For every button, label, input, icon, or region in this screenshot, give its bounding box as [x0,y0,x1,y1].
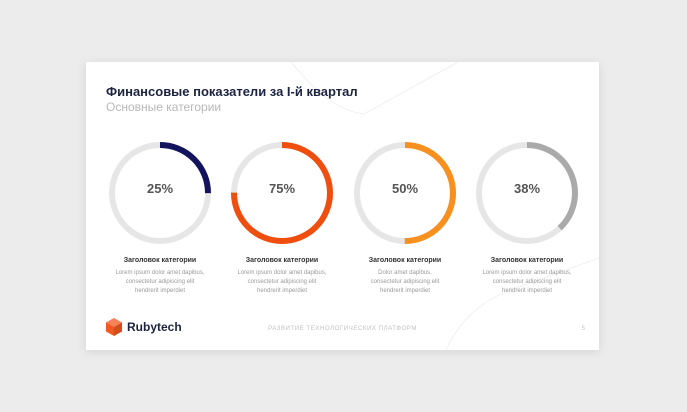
description-line: hendrerit imperdiet [256,288,308,294]
slide-subtitle: Основные категории [106,100,222,114]
description-line: hendrerit imperdiet [134,288,186,294]
metric-card: 75% Заголовок категории Lorem ipsum dolo… [220,141,344,296]
metric-card: 50% Заголовок категории Dolor amet dapib… [343,141,467,296]
progress-ring: 75% [230,141,334,245]
description-line: consectetur adipiscing elit [370,279,440,285]
description-line: Lorem ipsum dolor amet dapibus, [115,270,205,276]
ring-progress [476,142,578,244]
progress-ring: 38% [475,141,579,245]
metric-value: 25% [146,181,174,196]
hexagon-logo-icon [106,318,122,336]
description-line: hendrerit imperdiet [501,288,553,294]
footer-tagline: РАЗВИТИЕ ТЕХНОЛОГИЧЕСКИХ ПЛАТФОРМ [268,326,417,332]
description-line: Lorem ipsum dolor amet dapibus, [482,270,572,276]
metric-value: 75% [268,181,296,196]
ring-progress [231,142,333,244]
description-line: Lorem ipsum dolor amet dapibus, [237,270,327,276]
description-line: consectetur adipiscing elit [492,279,562,285]
metric-value: 50% [391,181,419,196]
category-title: Заголовок категории [490,257,564,264]
category-description: Lorem ipsum dolor amet dapibus, consecte… [220,269,344,296]
category-description: Dolor amet dapibus, consectetur adipisci… [343,269,467,296]
description-line: hendrerit imperdiet [379,288,431,294]
ring-progress [354,142,456,244]
brand-name: Rubytech [127,320,182,334]
description-line: Dolor amet dapibus, [378,270,432,276]
description-line: consectetur adipiscing elit [125,279,195,285]
presentation-slide: Финансовые показатели за I-й квартал Осн… [86,62,599,350]
metric-card: 38% Заголовок категории Lorem ipsum dolo… [465,141,589,296]
slide-title: Финансовые показатели за I-й квартал [106,84,358,99]
category-description: Lorem ipsum dolor amet dapibus, consecte… [98,269,222,296]
description-line: consectetur adipiscing elit [247,279,317,285]
decorative-lines [290,62,599,350]
metric-card: 25% Заголовок категории Lorem ipsum dolo… [98,141,222,296]
ring-progress [109,142,211,244]
category-title: Заголовок категории [123,257,197,264]
category-title: Заголовок категории [245,257,319,264]
category-title: Заголовок категории [368,257,442,264]
category-description: Lorem ipsum dolor amet dapibus, consecte… [465,269,589,296]
metric-value: 38% [513,181,541,196]
progress-ring: 25% [108,141,212,245]
brand-logo[interactable]: Rubytech [106,318,182,336]
progress-ring: 50% [353,141,457,245]
page-number: 5 [581,326,585,332]
